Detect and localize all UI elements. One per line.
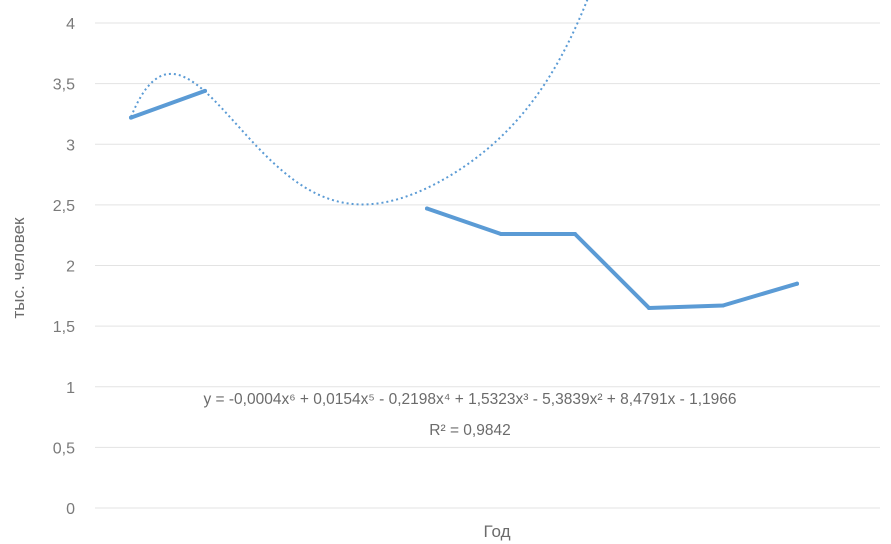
data-point xyxy=(647,305,651,310)
y-tick-label: 2 xyxy=(66,259,75,276)
data-point xyxy=(721,303,725,308)
trendline xyxy=(130,0,589,206)
data-point xyxy=(573,231,577,236)
y-tick-label: 0,5 xyxy=(53,440,75,457)
y-tick-label: 4 xyxy=(66,16,75,33)
data-point xyxy=(425,206,429,211)
data-point xyxy=(795,281,799,286)
trendline-layer xyxy=(130,0,589,206)
y-axis-title: тыс. человек xyxy=(9,217,28,319)
y-tick-label: 2,5 xyxy=(53,198,75,215)
series-line-segment xyxy=(129,88,207,120)
series-layer xyxy=(129,88,799,310)
y-axis-ticks: 0 0,5 1 1,5 2 2,5 3 3,5 4 xyxy=(53,16,75,518)
series-line-segment xyxy=(425,206,799,310)
trendline-equation: y = -0,0004x⁶ + 0,0154x⁵ - 0,2198x⁴ + 1,… xyxy=(203,391,736,408)
y-tick-label: 1,5 xyxy=(53,319,75,336)
data-point xyxy=(203,88,207,93)
y-tick-label: 1 xyxy=(66,380,75,397)
gridlines xyxy=(95,22,880,509)
y-tick-label: 3 xyxy=(66,137,75,154)
x-axis-title: Год xyxy=(483,522,510,541)
data-point xyxy=(129,115,133,120)
y-tick-label: 3,5 xyxy=(53,77,75,94)
y-tick-label: 0 xyxy=(66,501,75,518)
trendline-r-squared: R² = 0,9842 xyxy=(429,422,510,439)
data-point xyxy=(499,231,503,236)
